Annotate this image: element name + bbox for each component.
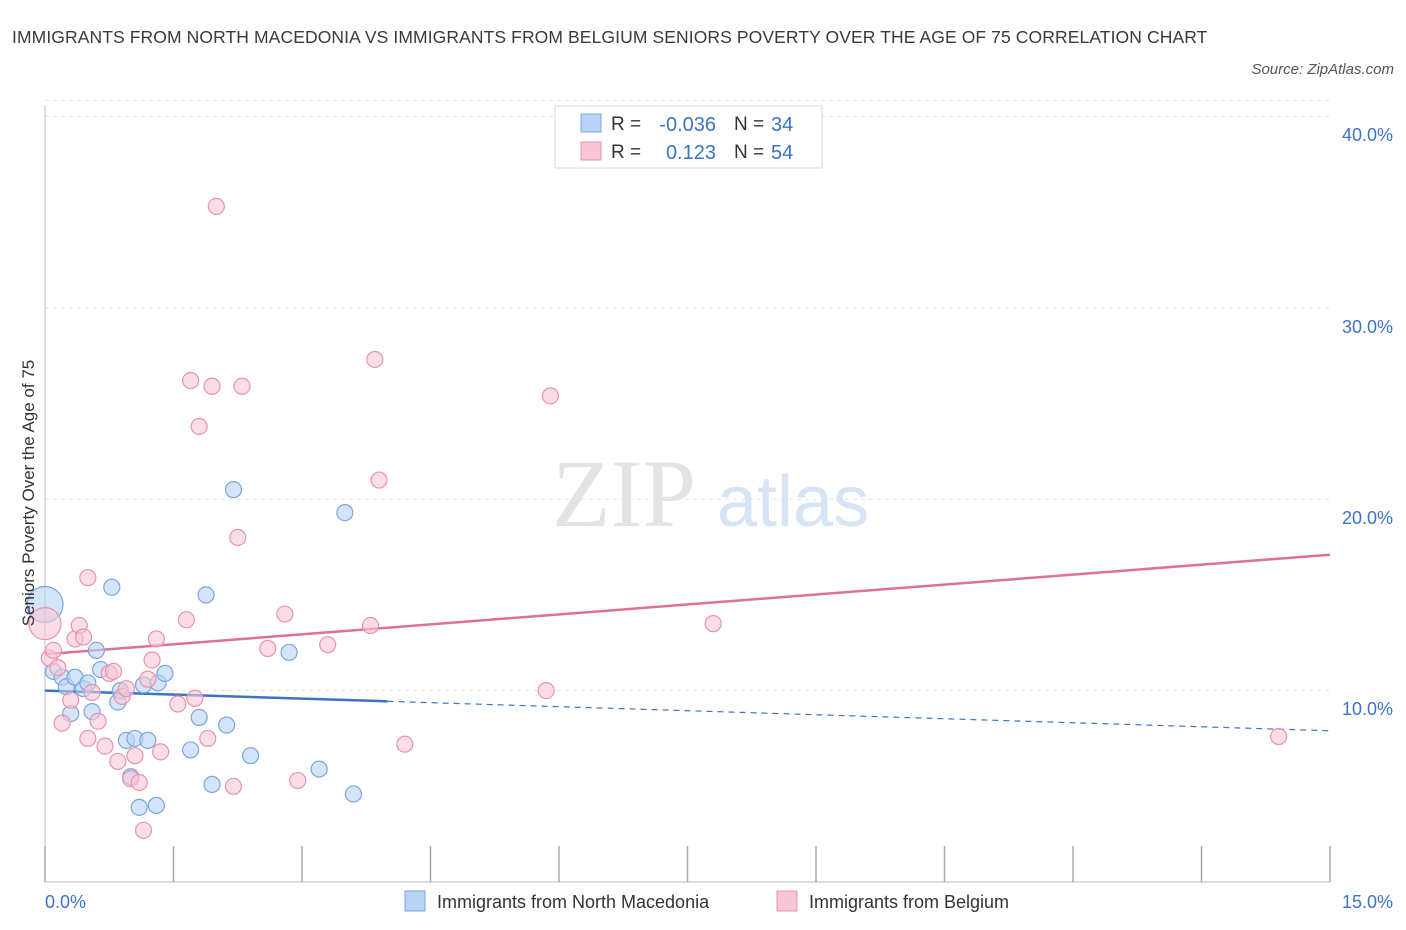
point-belgium bbox=[229, 528, 247, 547]
y-axis-label: Seniors Poverty Over the Age of 75 bbox=[19, 360, 38, 626]
point-belgium bbox=[366, 350, 384, 369]
watermark-atlas: atlas bbox=[717, 462, 869, 542]
point-north-macedonia bbox=[139, 731, 157, 749]
y-tick-10: 10.0% bbox=[1342, 699, 1393, 719]
data-points bbox=[26, 197, 1288, 839]
point-belgium bbox=[109, 752, 127, 771]
point-belgium bbox=[53, 714, 71, 732]
point-north-macedonia bbox=[344, 785, 362, 803]
point-north-macedonia bbox=[280, 643, 298, 661]
point-north-macedonia bbox=[336, 503, 354, 522]
point-north-macedonia bbox=[147, 796, 165, 815]
point-belgium bbox=[104, 662, 123, 681]
stats-legend-swatch-pink bbox=[580, 141, 602, 161]
point-belgium bbox=[83, 683, 101, 702]
trend-belgium bbox=[44, 553, 1331, 656]
point-north-macedonia bbox=[203, 775, 221, 793]
y-tick-20: 20.0% bbox=[1342, 508, 1393, 528]
point-belgium bbox=[79, 569, 97, 587]
point-belgium bbox=[44, 641, 63, 660]
point-belgium bbox=[199, 729, 217, 748]
point-north-macedonia bbox=[156, 664, 174, 682]
stats-r-value-2: 0.123 bbox=[666, 142, 716, 164]
point-belgium bbox=[117, 680, 135, 698]
axes bbox=[44, 105, 1331, 883]
point-belgium bbox=[126, 747, 144, 765]
point-belgium bbox=[207, 197, 225, 215]
chart-title: IMMIGRANTS FROM NORTH MACEDONIA VS IMMIG… bbox=[12, 27, 1208, 47]
point-belgium bbox=[139, 670, 157, 688]
stats-r-label-1: R = bbox=[611, 114, 641, 135]
point-belgium bbox=[203, 377, 221, 395]
point-belgium bbox=[177, 611, 195, 629]
series-legend: Immigrants from North Macedonia Immigran… bbox=[404, 890, 1009, 912]
trend-lines bbox=[44, 553, 1331, 732]
point-belgium bbox=[182, 371, 200, 390]
point-north-macedonia bbox=[103, 578, 121, 596]
point-belgium bbox=[74, 628, 93, 646]
point-belgium bbox=[134, 821, 153, 839]
point-belgium bbox=[79, 729, 97, 748]
stats-n-value-2: 54 bbox=[771, 142, 793, 164]
point-north-macedonia bbox=[218, 716, 236, 734]
stats-r-value-1: -0.036 bbox=[659, 114, 716, 136]
point-belgium bbox=[537, 681, 555, 700]
legend-label-belgium: Immigrants from Belgium bbox=[809, 892, 1009, 912]
x-tick-min: 0.0% bbox=[45, 892, 86, 912]
point-belgium bbox=[190, 417, 208, 436]
point-belgium bbox=[152, 743, 170, 761]
watermark-zip: ZIP bbox=[552, 440, 696, 547]
stats-n-label-1: N = bbox=[734, 114, 764, 135]
gridlines bbox=[45, 99, 1330, 692]
point-north-macedonia bbox=[242, 747, 260, 765]
point-belgium bbox=[259, 639, 277, 658]
point-belgium bbox=[130, 773, 148, 792]
trend-north-macedonia-solid bbox=[44, 689, 388, 703]
point-north-macedonia bbox=[224, 481, 243, 499]
point-north-macedonia bbox=[190, 708, 208, 726]
stats-legend: R = -0.036 N = 34 R = 0.123 N = 54 bbox=[554, 105, 823, 169]
trend-north-macedonia-dashed bbox=[387, 700, 1331, 732]
point-belgium bbox=[147, 630, 165, 648]
point-belgium bbox=[89, 712, 107, 730]
point-north-macedonia bbox=[130, 798, 148, 816]
point-belgium bbox=[370, 471, 388, 489]
stats-r-label-2: R = bbox=[611, 142, 641, 163]
point-belgium bbox=[289, 771, 307, 790]
point-belgium bbox=[233, 377, 251, 395]
point-belgium bbox=[186, 689, 204, 707]
point-belgium bbox=[276, 605, 294, 623]
point-belgium bbox=[319, 636, 337, 654]
point-belgium bbox=[62, 691, 80, 709]
source-label: Source: ZipAtlas.com bbox=[1251, 61, 1394, 78]
point-belgium bbox=[396, 735, 414, 753]
point-north-macedonia bbox=[197, 586, 215, 604]
point-belgium bbox=[361, 616, 380, 635]
point-north-macedonia bbox=[87, 641, 106, 660]
point-north-macedonia bbox=[310, 760, 328, 778]
point-belgium bbox=[143, 651, 161, 669]
stats-n-label-2: N = bbox=[734, 142, 764, 163]
point-belgium bbox=[224, 777, 243, 795]
x-tick-max: 15.0% bbox=[1342, 892, 1393, 912]
point-belgium bbox=[49, 659, 67, 677]
point-belgium bbox=[541, 387, 560, 405]
stats-n-value-1: 34 bbox=[771, 114, 793, 136]
point-belgium bbox=[1269, 727, 1288, 746]
legend-swatch-north-macedonia bbox=[404, 890, 426, 912]
point-belgium bbox=[96, 737, 114, 755]
point-belgium bbox=[169, 695, 187, 713]
legend-label-north-macedonia: Immigrants from North Macedonia bbox=[437, 892, 710, 912]
legend-swatch-belgium bbox=[776, 890, 798, 912]
point-belgium bbox=[28, 607, 62, 641]
y-tick-30: 30.0% bbox=[1342, 317, 1393, 337]
point-north-macedonia bbox=[182, 741, 200, 759]
point-belgium bbox=[704, 615, 722, 633]
y-tick-40: 40.0% bbox=[1342, 125, 1393, 145]
stats-legend-swatch-blue bbox=[580, 113, 602, 133]
